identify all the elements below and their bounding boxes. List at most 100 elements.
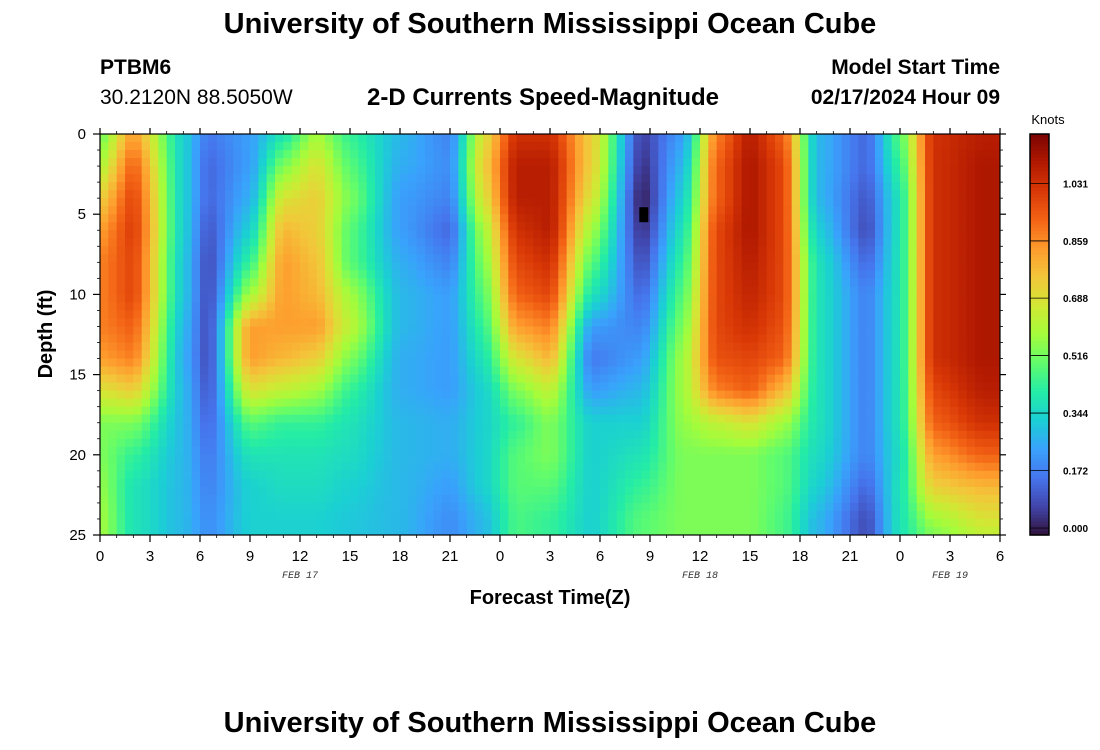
heatmap-cell [525, 262, 534, 271]
heatmap-cell [266, 406, 276, 416]
heatmap-cell [216, 334, 226, 344]
heatmap-cell [550, 334, 559, 344]
heatmap-cell [658, 462, 668, 472]
heatmap-cell [633, 222, 643, 231]
heatmap-cell [750, 486, 759, 496]
heatmap-cell [766, 302, 776, 312]
heatmap-cell [166, 190, 176, 199]
heatmap-cell [633, 478, 643, 488]
heatmap-cell [241, 310, 251, 320]
heatmap-cell [550, 262, 559, 271]
heatmap-cell [216, 486, 226, 496]
heatmap-cell [341, 318, 351, 328]
heatmap-cell [475, 478, 484, 488]
heatmap-cell [525, 350, 534, 360]
heatmap-cell [875, 270, 884, 279]
heatmap-cell [150, 142, 159, 151]
heatmap-cell [600, 134, 609, 143]
heatmap-cell [500, 438, 509, 448]
heatmap-cell [825, 214, 834, 223]
heatmap-cell [833, 326, 843, 336]
heatmap-cell [158, 438, 168, 448]
heatmap-cell [758, 286, 768, 295]
heatmap-cell [200, 486, 209, 496]
heatmap-cell [283, 238, 293, 247]
heatmap-cell [333, 342, 343, 352]
heatmap-cell [775, 294, 784, 304]
heatmap-cell [666, 278, 676, 287]
heatmap-cell [883, 382, 893, 392]
heatmap-cell [375, 262, 384, 271]
heatmap-cell [775, 238, 784, 247]
heatmap-cell [383, 206, 393, 215]
heatmap-cell [575, 214, 584, 223]
heatmap-cell [283, 390, 293, 400]
heatmap-cell [641, 518, 651, 528]
heatmap-cell [416, 310, 426, 320]
heatmap-cell [816, 414, 826, 424]
heatmap-cell [291, 222, 301, 231]
heatmap-cell [300, 518, 309, 528]
heatmap-cell [508, 278, 518, 287]
heatmap-cell [200, 462, 209, 472]
heatmap-cell [791, 350, 801, 360]
heatmap-cell [758, 230, 768, 239]
heatmap-cell [733, 182, 743, 191]
heatmap-cell [925, 278, 934, 287]
heatmap-cell [800, 198, 809, 207]
heatmap-cell [125, 286, 134, 295]
heatmap-cell [683, 414, 693, 424]
heatmap-cell [816, 350, 826, 360]
heatmap-cell [116, 270, 126, 279]
heatmap-cell [108, 214, 118, 223]
heatmap-cell [325, 142, 334, 151]
heatmap-cell [425, 462, 434, 472]
heatmap-cell [450, 462, 459, 472]
heatmap-cell [258, 390, 268, 400]
heatmap-cell [433, 158, 443, 167]
heatmap-cell [233, 406, 243, 416]
heatmap-cell [341, 230, 351, 239]
heatmap-cell [466, 430, 476, 440]
heatmap-cell [516, 214, 526, 223]
heatmap-cell [533, 334, 543, 344]
heatmap-cell [391, 310, 401, 320]
heatmap-cell [291, 166, 301, 175]
heatmap-cell [750, 134, 759, 143]
heatmap-cell [775, 214, 784, 223]
heatmap-cell [208, 246, 218, 255]
heatmap-cell [516, 430, 526, 440]
heatmap-cell [466, 166, 476, 175]
heatmap-cell [508, 454, 518, 464]
heatmap-cell [350, 238, 359, 247]
heatmap-cell [325, 286, 334, 295]
heatmap-cell [333, 190, 343, 199]
heatmap-cell [325, 430, 334, 440]
heatmap-cell [766, 422, 776, 432]
heatmap-cell [133, 366, 143, 376]
heatmap-cell [800, 150, 809, 159]
heatmap-cell [775, 310, 784, 320]
heatmap-cell [233, 310, 243, 320]
heatmap-cell [150, 382, 159, 392]
heatmap-cell [475, 166, 484, 175]
heatmap-cell [316, 438, 326, 448]
heatmap-cell [208, 166, 218, 175]
heatmap-cell [275, 366, 284, 376]
heatmap-cell [916, 286, 926, 295]
heatmap-cell [791, 238, 801, 247]
heatmap-cell [141, 246, 151, 255]
heatmap-cell [300, 374, 309, 384]
heatmap-cell [283, 350, 293, 360]
heatmap-cell [366, 350, 376, 360]
heatmap-cell [116, 182, 126, 191]
heatmap-cell [250, 142, 259, 151]
heatmap-cell [808, 134, 818, 143]
heatmap-cell [791, 166, 801, 175]
heatmap-cell [450, 454, 459, 464]
heatmap-cell [216, 294, 226, 304]
heatmap-cell [708, 334, 718, 344]
heatmap-cell [683, 430, 693, 440]
heatmap-cell [133, 294, 143, 304]
heatmap-cell [750, 422, 759, 432]
